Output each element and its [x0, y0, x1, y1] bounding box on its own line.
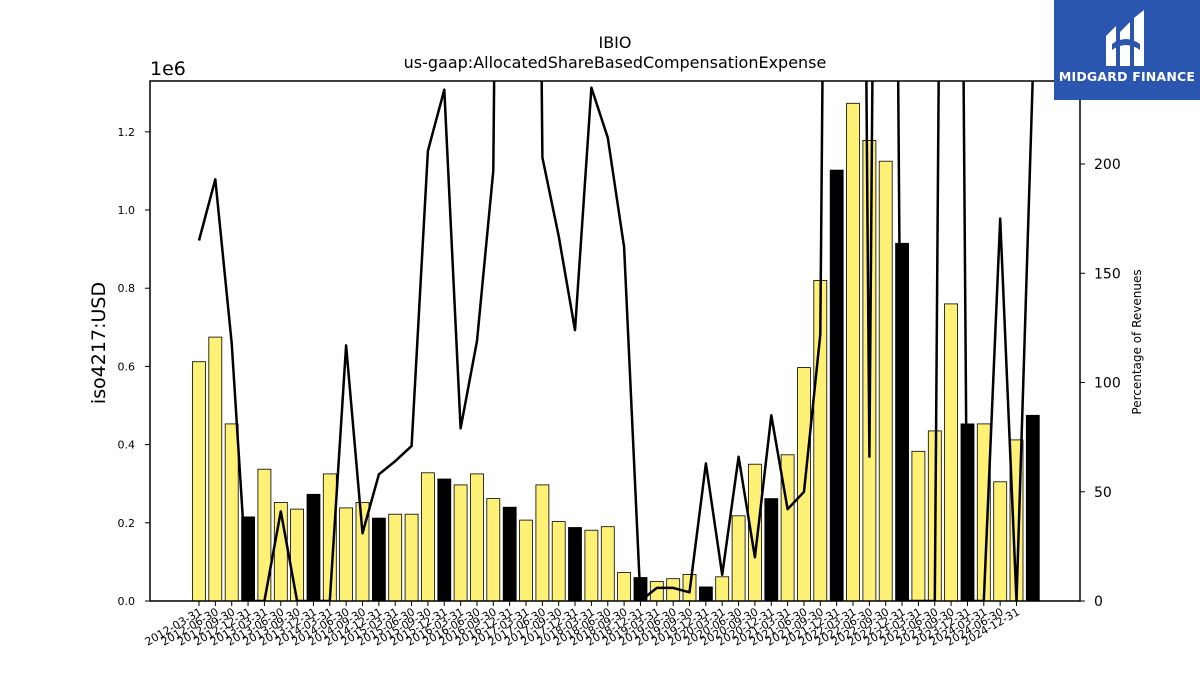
y-tick-label: 1.0 — [118, 204, 136, 217]
bar — [224, 423, 239, 602]
bar — [764, 498, 779, 602]
plot-frame — [149, 80, 1081, 602]
y-offset-label: 1e6 — [150, 58, 186, 80]
bar — [339, 507, 354, 602]
bar — [535, 484, 550, 602]
bar — [715, 576, 730, 602]
bar — [470, 473, 484, 602]
brand-logo: MIDGARD FINANCE — [1054, 0, 1200, 100]
bar — [846, 102, 860, 602]
y2-tick-label: 50 — [1094, 485, 1112, 501]
bar — [486, 498, 501, 602]
y-tick-label: 0.2 — [118, 517, 136, 530]
bar — [453, 484, 468, 602]
bar — [911, 450, 926, 602]
bar — [371, 517, 386, 602]
y-tick-label: 0.0 — [118, 595, 136, 608]
bar — [290, 508, 305, 602]
bar — [502, 506, 517, 602]
bar — [192, 361, 206, 602]
bar — [568, 527, 582, 602]
y-tick-label: 0.6 — [118, 360, 136, 373]
bar — [551, 521, 566, 602]
chart-subtitle: us-gaap:AllocatedShareBasedCompensationE… — [404, 53, 827, 72]
y2-tick-label: 100 — [1094, 376, 1121, 392]
bar — [1025, 414, 1040, 602]
bar — [993, 481, 1008, 602]
bar — [519, 519, 533, 602]
y2-tick-label: 200 — [1094, 157, 1121, 173]
y-axis-label: iso4217:USD — [88, 282, 110, 404]
bar — [306, 493, 321, 602]
series-line — [197, 81, 1034, 601]
bar — [878, 160, 893, 602]
y-tick-label: 0.8 — [118, 282, 136, 295]
bar — [699, 586, 713, 602]
chart-title: IBIO — [598, 33, 631, 52]
bar — [208, 336, 223, 602]
brand-name: MIDGARD FINANCE — [1058, 69, 1196, 84]
bar — [944, 303, 958, 602]
bar — [731, 515, 746, 602]
bar — [420, 472, 435, 602]
bar — [829, 169, 844, 602]
y-tick-label: 0.4 — [118, 439, 136, 452]
y2-tick-label: 0 — [1094, 594, 1103, 610]
bar — [584, 529, 599, 602]
y2-tick-label: 150 — [1094, 266, 1121, 282]
bar — [437, 478, 452, 602]
bar — [600, 526, 615, 602]
bar — [617, 572, 631, 602]
bar — [388, 513, 403, 602]
y-tick-label: 1.2 — [118, 126, 136, 139]
midgard-logo-icon — [1106, 10, 1144, 66]
bar — [404, 513, 419, 602]
y2-axis-label: Percentage of Revenues — [1130, 269, 1144, 414]
